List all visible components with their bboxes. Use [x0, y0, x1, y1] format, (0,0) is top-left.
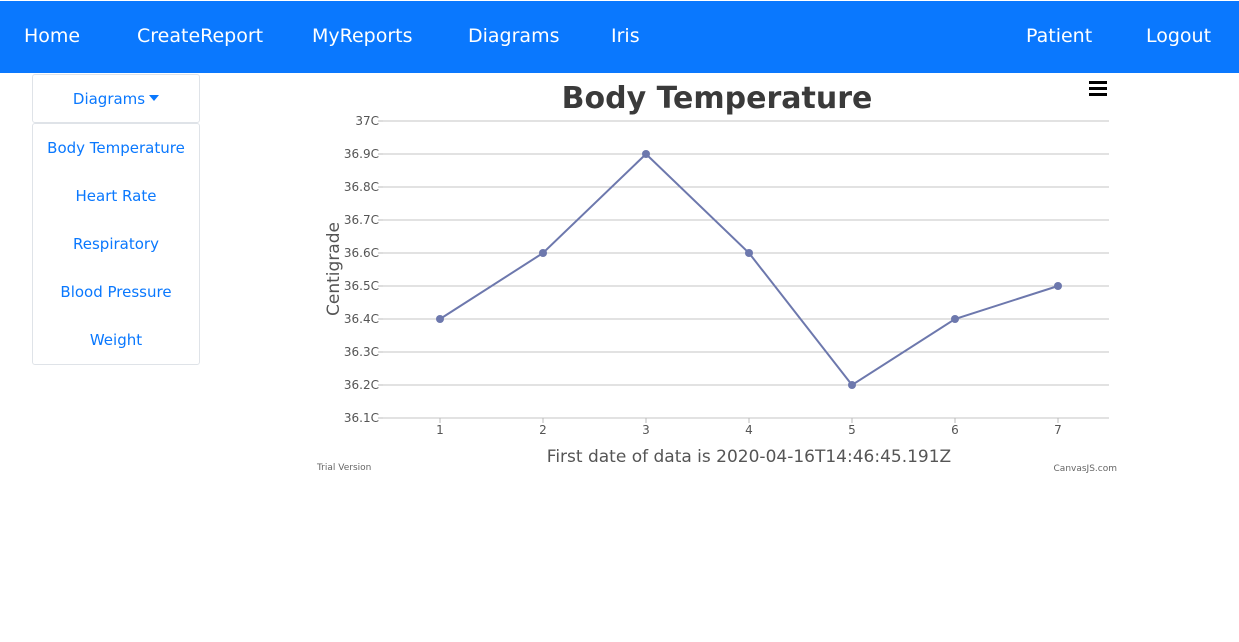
data-point — [1054, 282, 1062, 290]
nav-diagrams-link[interactable]: Diagrams — [468, 25, 560, 47]
x-tick-label: 2 — [539, 423, 547, 437]
y-axis-ticks: 36.1C 36.2C 36.3C 36.4C 36.5C 36.6C 36.7C 36.8C… — [344, 114, 379, 425]
y-tick-label: 36.6C — [344, 246, 379, 260]
x-tick-label: 3 — [642, 423, 650, 437]
nav-create-report-link[interactable]: CreateReport — [137, 25, 264, 47]
y-tick-label: 36.2C — [344, 378, 379, 392]
data-point — [951, 315, 959, 323]
menu-item-body-temperature[interactable]: Body Temperature — [47, 139, 185, 157]
nav-patient-link[interactable]: Patient — [1026, 25, 1093, 47]
diagrams-dropdown-label: Diagrams — [72, 90, 146, 108]
menu-item-weight[interactable]: Weight — [89, 331, 143, 349]
x-tick-label: 1 — [436, 423, 444, 437]
y-tick-label: 36.3C — [344, 345, 379, 359]
y-tick-label: 36.1C — [344, 411, 379, 425]
nav-my-reports-link[interactable]: MyReports — [312, 25, 413, 47]
data-point — [745, 249, 753, 257]
data-point — [642, 150, 650, 158]
diagrams-dropdown-toggle[interactable]: Diagrams — [32, 74, 200, 123]
y-tick-label: 36.5C — [344, 279, 379, 293]
menu-item-heart-rate[interactable]: Heart Rate — [75, 187, 157, 205]
temperature-series — [436, 150, 1062, 389]
y-tick-label: 36.7C — [344, 213, 379, 227]
x-axis-ticks: 1 2 3 4 5 6 7 — [436, 418, 1062, 437]
nav-iris-link[interactable]: Iris — [611, 25, 640, 47]
chart-title: Body Temperature — [562, 81, 873, 116]
menu-item-respiratory[interactable]: Respiratory — [73, 235, 159, 253]
menu-item-blood-pressure[interactable]: Blood Pressure — [60, 283, 172, 301]
x-tick-label: 4 — [745, 423, 753, 437]
x-tick-label: 5 — [848, 423, 856, 437]
y-tick-label: 36.4C — [344, 312, 379, 326]
caret-down-icon — [149, 95, 160, 101]
y-axis-title: Centigrade — [324, 222, 344, 316]
x-axis-title: First date of data is 2020-04-16T14:46:4… — [547, 447, 951, 467]
x-tick-label: 6 — [951, 423, 959, 437]
data-point — [436, 315, 444, 323]
y-tick-label: 37C — [355, 114, 379, 128]
chart-gridlines — [378, 120, 1109, 419]
top-navbar: Home CreateReport MyReports Diagrams Iri… — [0, 1, 1239, 73]
nav-home-link[interactable]: Home — [24, 25, 81, 47]
data-point — [539, 249, 547, 257]
nav-logout-link[interactable]: Logout — [1146, 25, 1212, 47]
trial-version-watermark: Trial Version — [316, 463, 371, 473]
y-tick-label: 36.8C — [344, 180, 379, 194]
y-tick-label: 36.9C — [344, 147, 379, 161]
data-point — [848, 381, 856, 389]
temperature-line — [439, 152, 1059, 387]
x-tick-label: 7 — [1054, 423, 1062, 437]
chart-menu-icon[interactable] — [1089, 81, 1107, 97]
canvasjs-credit: CanvasJS.com — [1054, 464, 1117, 474]
diagrams-menu: Body Temperature Heart Rate Respiratory … — [32, 123, 200, 365]
